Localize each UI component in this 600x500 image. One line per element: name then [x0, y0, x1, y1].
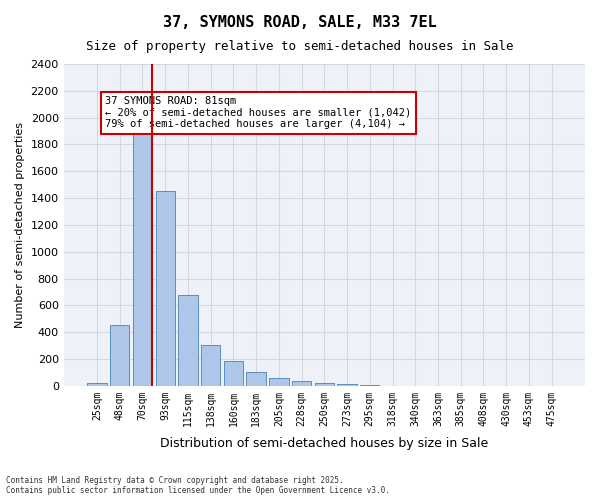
- Bar: [269, 378, 289, 386]
- Bar: [88, 383, 107, 386]
- Bar: [360, 385, 379, 386]
- X-axis label: Distribution of semi-detached houses by size in Sale: Distribution of semi-detached houses by …: [160, 437, 488, 450]
- Text: 37, SYMONS ROAD, SALE, M33 7EL: 37, SYMONS ROAD, SALE, M33 7EL: [163, 15, 437, 30]
- Bar: [178, 296, 197, 386]
- Bar: [110, 326, 130, 386]
- Y-axis label: Number of semi-detached properties: Number of semi-detached properties: [15, 122, 25, 328]
- Bar: [337, 384, 357, 386]
- Bar: [247, 372, 266, 386]
- Bar: [292, 381, 311, 386]
- Bar: [201, 345, 220, 386]
- Text: 37 SYMONS ROAD: 81sqm
← 20% of semi-detached houses are smaller (1,042)
79% of s: 37 SYMONS ROAD: 81sqm ← 20% of semi-deta…: [106, 96, 412, 130]
- Text: Contains HM Land Registry data © Crown copyright and database right 2025.
Contai: Contains HM Land Registry data © Crown c…: [6, 476, 390, 495]
- Bar: [133, 127, 152, 386]
- Text: Size of property relative to semi-detached houses in Sale: Size of property relative to semi-detach…: [86, 40, 514, 53]
- Bar: [224, 361, 243, 386]
- Bar: [314, 383, 334, 386]
- Bar: [155, 192, 175, 386]
